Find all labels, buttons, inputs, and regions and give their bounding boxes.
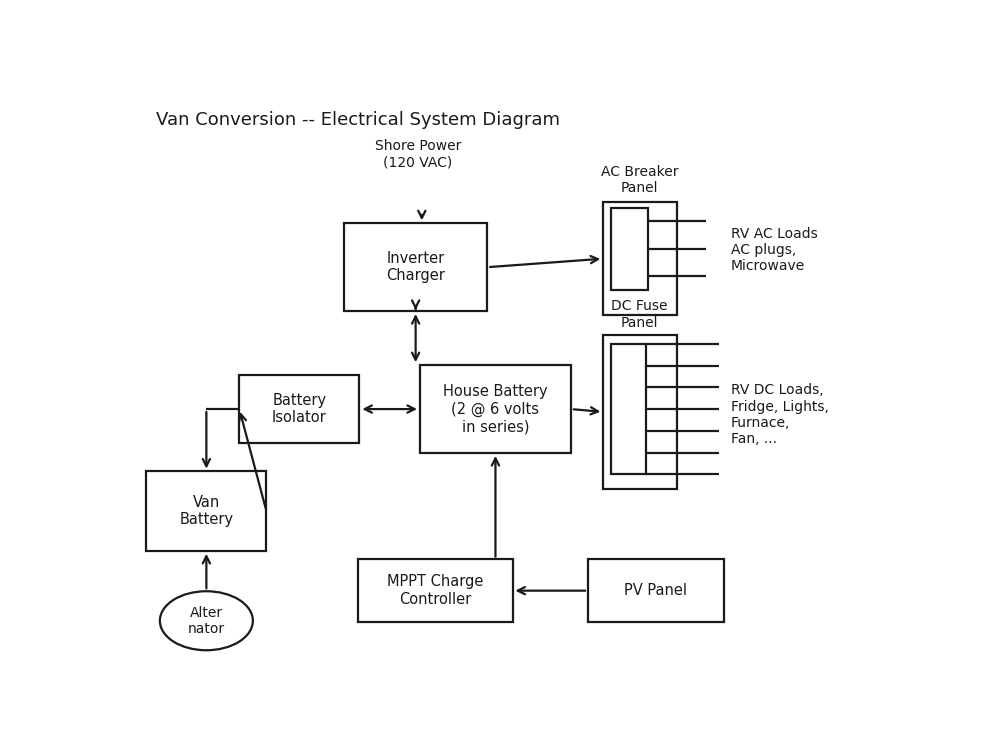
Text: PV Panel: PV Panel	[624, 583, 687, 598]
Bar	[588, 559, 724, 622]
Text: Inverter
Charger: Inverter Charger	[386, 251, 445, 284]
Bar	[146, 472, 266, 551]
Text: Alter
nator: Alter nator	[188, 606, 225, 636]
Bar	[358, 559, 512, 622]
Text: AC Breaker
Panel: AC Breaker Panel	[601, 165, 678, 195]
Text: MPPT Charge
Controller: MPPT Charge Controller	[387, 574, 483, 607]
Text: RV DC Loads,
Fridge, Lights,
Furnace,
Fan, ...: RV DC Loads, Fridge, Lights, Furnace, Fa…	[731, 383, 829, 446]
Bar	[344, 223, 487, 311]
Bar	[420, 365, 571, 453]
Bar	[611, 208, 648, 290]
Text: DC Fuse
Panel: DC Fuse Panel	[611, 299, 668, 329]
Text: Shore Power
(120 VAC): Shore Power (120 VAC)	[375, 139, 461, 169]
Bar	[603, 202, 677, 315]
Bar	[611, 344, 646, 475]
Text: Van
Battery: Van Battery	[179, 495, 233, 528]
Text: RV AC Loads
AC plugs,
Microwave: RV AC Loads AC plugs, Microwave	[731, 227, 818, 273]
Bar	[239, 375, 359, 443]
Text: Van Conversion -- Electrical System Diagram: Van Conversion -- Electrical System Diag…	[156, 111, 560, 129]
Text: Battery
Isolator: Battery Isolator	[272, 393, 327, 425]
Text: House Battery
(2 @ 6 volts
in series): House Battery (2 @ 6 volts in series)	[443, 384, 548, 434]
Bar	[603, 335, 677, 489]
Ellipse shape	[160, 591, 253, 650]
